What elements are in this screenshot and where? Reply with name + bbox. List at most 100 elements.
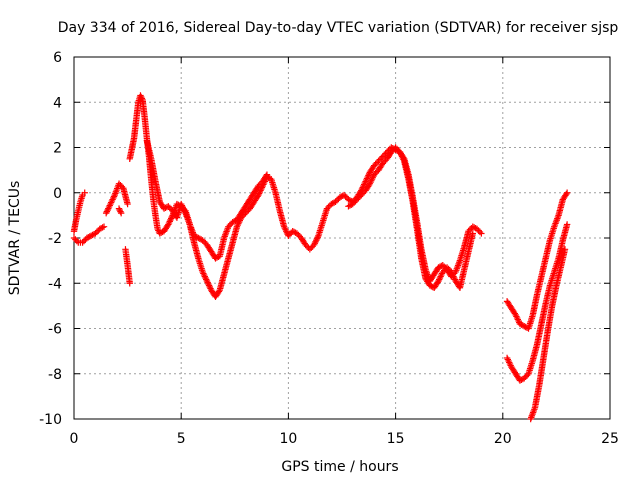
data-point-marker bbox=[340, 191, 348, 199]
data-point-marker bbox=[360, 181, 368, 188]
data-point-marker bbox=[306, 246, 314, 253]
data-point-marker bbox=[372, 169, 379, 177]
data-point-marker bbox=[362, 178, 369, 185]
data-point-marker bbox=[506, 359, 513, 366]
data-point-marker bbox=[372, 160, 379, 168]
data-point-marker bbox=[154, 225, 161, 233]
data-point-marker bbox=[167, 215, 175, 222]
data-point-marker bbox=[380, 151, 388, 159]
y-tick-label: -10 bbox=[39, 412, 62, 428]
data-point-marker bbox=[165, 203, 172, 210]
data-point-marker bbox=[448, 268, 455, 276]
data-point-marker bbox=[256, 188, 264, 196]
data-point-marker bbox=[443, 264, 451, 271]
data-point-marker bbox=[311, 240, 319, 247]
data-point-marker bbox=[156, 230, 163, 237]
data-point-marker bbox=[117, 208, 124, 215]
data-point-marker bbox=[302, 241, 309, 248]
data-point-marker bbox=[225, 223, 232, 230]
data-point-marker bbox=[200, 271, 208, 279]
data-point-marker bbox=[262, 172, 270, 180]
data-point-marker bbox=[329, 200, 336, 207]
data-point-marker bbox=[438, 271, 445, 279]
data-point-marker bbox=[166, 204, 173, 212]
x-tick-label: 0 bbox=[70, 431, 79, 447]
data-point-marker bbox=[451, 274, 458, 282]
data-point-marker bbox=[105, 205, 112, 212]
data-point-marker bbox=[375, 157, 382, 165]
data-point-marker bbox=[203, 277, 211, 285]
data-point-marker bbox=[281, 224, 289, 232]
y-tick-label: 2 bbox=[53, 141, 62, 157]
y-tick-label: -8 bbox=[48, 367, 62, 383]
data-point-marker bbox=[195, 234, 202, 242]
data-point-marker bbox=[255, 191, 262, 199]
data-point-marker bbox=[72, 236, 79, 243]
data-point-marker bbox=[115, 205, 123, 212]
data-point-marker bbox=[379, 160, 386, 167]
data-point-marker bbox=[192, 233, 199, 240]
y-tick-label: 0 bbox=[53, 186, 62, 202]
data-point-marker bbox=[396, 148, 404, 156]
data-point-marker bbox=[138, 95, 146, 102]
data-point-marker bbox=[137, 92, 144, 99]
data-point-marker bbox=[213, 254, 221, 261]
data-point-marker bbox=[342, 193, 349, 200]
data-point-marker bbox=[367, 178, 374, 186]
data-point-marker bbox=[325, 203, 332, 211]
data-point-marker bbox=[193, 234, 201, 241]
data-point-marker bbox=[163, 203, 171, 211]
data-point-marker bbox=[353, 196, 361, 203]
data-point-marker bbox=[438, 262, 445, 270]
data-point-marker bbox=[117, 182, 124, 189]
data-point-marker bbox=[364, 173, 371, 181]
data-point-marker bbox=[93, 228, 101, 236]
data-point-marker bbox=[137, 93, 145, 101]
data-point-marker bbox=[283, 228, 290, 235]
data-point-marker bbox=[73, 237, 81, 245]
data-point-marker bbox=[107, 200, 114, 208]
data-point-marker bbox=[97, 224, 105, 232]
data-point-marker bbox=[473, 225, 481, 233]
data-point-marker bbox=[355, 194, 362, 202]
data-point-marker bbox=[398, 151, 405, 159]
data-point-marker bbox=[435, 277, 442, 285]
data-point-marker bbox=[370, 162, 378, 169]
x-tick-label: 20 bbox=[494, 431, 512, 447]
data-point-marker bbox=[514, 316, 522, 323]
data-point-marker bbox=[469, 230, 476, 237]
data-point-marker bbox=[400, 156, 407, 163]
x-axis-label: GPS time / hours bbox=[281, 459, 398, 475]
data-point-marker bbox=[363, 175, 371, 182]
data-point-marker bbox=[346, 202, 354, 209]
data-point-marker bbox=[522, 373, 529, 380]
data-point-marker bbox=[466, 226, 474, 233]
data-point-marker bbox=[369, 174, 376, 181]
data-point-marker bbox=[181, 208, 188, 215]
x-tick-label: 5 bbox=[177, 431, 186, 447]
data-point-marker bbox=[366, 180, 374, 187]
data-point-marker bbox=[445, 265, 452, 273]
data-point-marker bbox=[205, 280, 212, 288]
data-point-marker bbox=[435, 264, 442, 271]
data-point-marker bbox=[230, 218, 238, 225]
x-tick-labels: 0 5 10 15 20 25 bbox=[70, 431, 619, 447]
data-point-marker bbox=[436, 274, 444, 282]
data-point-marker bbox=[107, 199, 115, 206]
data-point-marker bbox=[465, 228, 472, 235]
data-point-marker bbox=[105, 203, 113, 211]
y-tick-labels: -10 -8 -6 -4 -2 0 2 4 6 bbox=[39, 50, 62, 428]
data-point-marker bbox=[200, 270, 207, 277]
data-point-marker bbox=[379, 153, 386, 160]
data-point-marker bbox=[203, 276, 210, 283]
data-point-marker bbox=[110, 193, 118, 200]
x-tick-label: 10 bbox=[279, 431, 297, 447]
data-point-marker bbox=[333, 197, 341, 204]
y-axis-label: SDTVAR / TECUs bbox=[7, 181, 23, 296]
data-point-marker bbox=[516, 377, 524, 384]
data-point-marker bbox=[160, 205, 168, 212]
data-point-marker bbox=[115, 180, 123, 187]
data-point-marker bbox=[339, 192, 346, 199]
data-point-marker bbox=[116, 206, 123, 214]
